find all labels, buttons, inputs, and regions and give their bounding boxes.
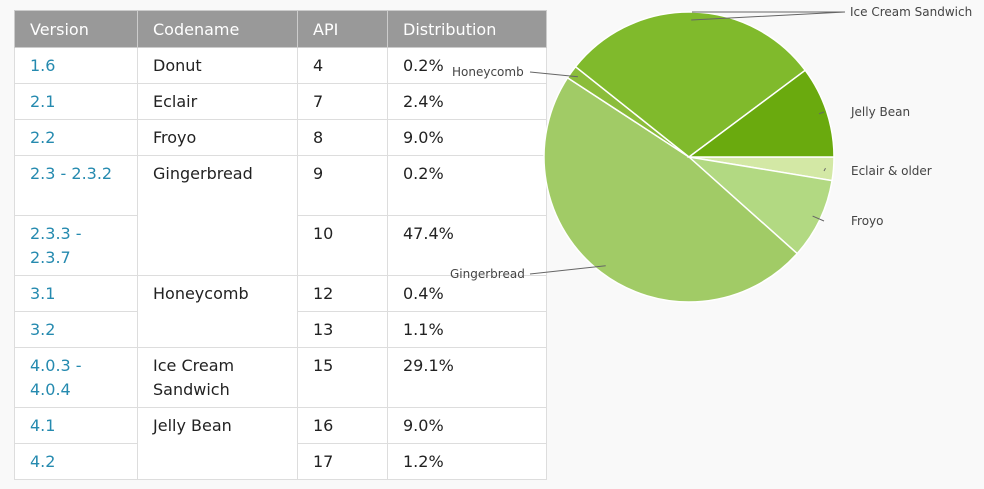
version-link[interactable]: 4.1 bbox=[14, 407, 138, 444]
version-link[interactable]: 2.3 - 2.3.2 bbox=[14, 155, 138, 216]
version-link[interactable]: 2.3.3 - 2.3.7 bbox=[14, 215, 138, 276]
slice-label: Jelly Bean bbox=[850, 105, 910, 119]
codename-cell: Froyo bbox=[137, 119, 298, 156]
codename-cell: Jelly Bean bbox=[137, 407, 298, 480]
header-version: Version bbox=[14, 10, 138, 48]
version-link[interactable]: 3.2 bbox=[14, 311, 138, 348]
api-cell: 10 bbox=[297, 215, 388, 276]
distribution-cell: 1.2% bbox=[387, 443, 547, 480]
distribution-cell: 0.2% bbox=[387, 47, 547, 84]
table-row: 2.3 - 2.3.2 Gingerbread 9 0.2% bbox=[14, 155, 547, 276]
version-link[interactable]: 3.1 bbox=[14, 275, 138, 312]
api-cell: 7 bbox=[297, 83, 388, 120]
slice-label: Honeycomb bbox=[452, 65, 524, 79]
pie-slice bbox=[574, 11, 807, 158]
slice-label: Ice Cream Sandwich bbox=[850, 5, 972, 19]
codename-cell: Eclair bbox=[137, 83, 298, 120]
slice-label: Froyo bbox=[851, 214, 883, 228]
codename-cell: Honeycomb bbox=[137, 275, 298, 348]
pie-slice bbox=[543, 76, 799, 303]
api-cell: 13 bbox=[297, 311, 388, 348]
api-cell: 9 bbox=[297, 155, 388, 216]
header-codename: Codename bbox=[137, 10, 298, 48]
table-row: 4.1 Jelly Bean 16 9.0% bbox=[14, 407, 547, 480]
version-link[interactable]: 4.2 bbox=[14, 443, 138, 480]
version-link[interactable]: 4.0.3 - 4.0.4 bbox=[14, 347, 138, 408]
distribution-cell: 47.4% bbox=[387, 215, 547, 276]
codename-cell: Gingerbread bbox=[137, 155, 298, 276]
pie-slice bbox=[686, 69, 835, 158]
leader-line bbox=[529, 265, 606, 275]
leader-line bbox=[812, 215, 825, 222]
codename-cell: Donut bbox=[137, 47, 298, 84]
api-cell: 16 bbox=[297, 407, 388, 444]
api-cell: 12 bbox=[297, 275, 388, 312]
table-row: 2.3.3 - 2.3.7 10 47.4% bbox=[14, 215, 547, 276]
header-distribution: Distribution bbox=[387, 10, 547, 48]
api-cell: 15 bbox=[297, 347, 388, 408]
api-cell: 8 bbox=[297, 119, 388, 156]
version-link[interactable]: 2.2 bbox=[14, 119, 138, 156]
version-link[interactable]: 2.1 bbox=[14, 83, 138, 120]
distribution-cell: 29.1% bbox=[387, 347, 547, 408]
leader-line bbox=[529, 71, 578, 78]
pie-slices bbox=[543, 11, 835, 303]
leader-line bbox=[823, 167, 826, 172]
table-header-row: Version Codename API Distribution bbox=[14, 10, 547, 48]
distribution-cell: 9.0% bbox=[387, 407, 547, 444]
table-row: 4.2 17 1.2% bbox=[14, 443, 547, 480]
slice-label: Gingerbread bbox=[450, 267, 525, 281]
api-cell: 17 bbox=[297, 443, 388, 480]
table-row: 4.0.3 - 4.0.4 Ice Cream Sandwich 15 29.1… bbox=[14, 347, 547, 408]
leader-line bbox=[818, 111, 825, 115]
distribution-cell: 0.2% bbox=[387, 155, 547, 216]
header-api: API bbox=[297, 10, 388, 48]
table-row: 2.2 Froyo 8 9.0% bbox=[14, 119, 547, 156]
distribution-cell: 2.4% bbox=[387, 83, 547, 120]
table-row: 1.6 Donut 4 0.2% bbox=[14, 47, 547, 84]
codename-cell: Ice Cream Sandwich bbox=[137, 347, 298, 408]
api-cell: 4 bbox=[297, 47, 388, 84]
pie-labels: Eclair & older Froyo Gingerbread Honeycomb I… bbox=[450, 5, 972, 281]
table-row: 3.1 Honeycomb 12 0.4% bbox=[14, 275, 547, 348]
distribution-cell: 9.0% bbox=[387, 119, 547, 156]
version-link[interactable]: 1.6 bbox=[14, 47, 138, 84]
leader-line bbox=[691, 11, 846, 21]
distribution-table: Version Codename API Distribution 1.6 Do… bbox=[14, 10, 547, 480]
slice-label: Eclair & older bbox=[851, 164, 932, 178]
pie-chart: Eclair & older Froyo Gingerbread Honeycomb I… bbox=[450, 5, 972, 303]
